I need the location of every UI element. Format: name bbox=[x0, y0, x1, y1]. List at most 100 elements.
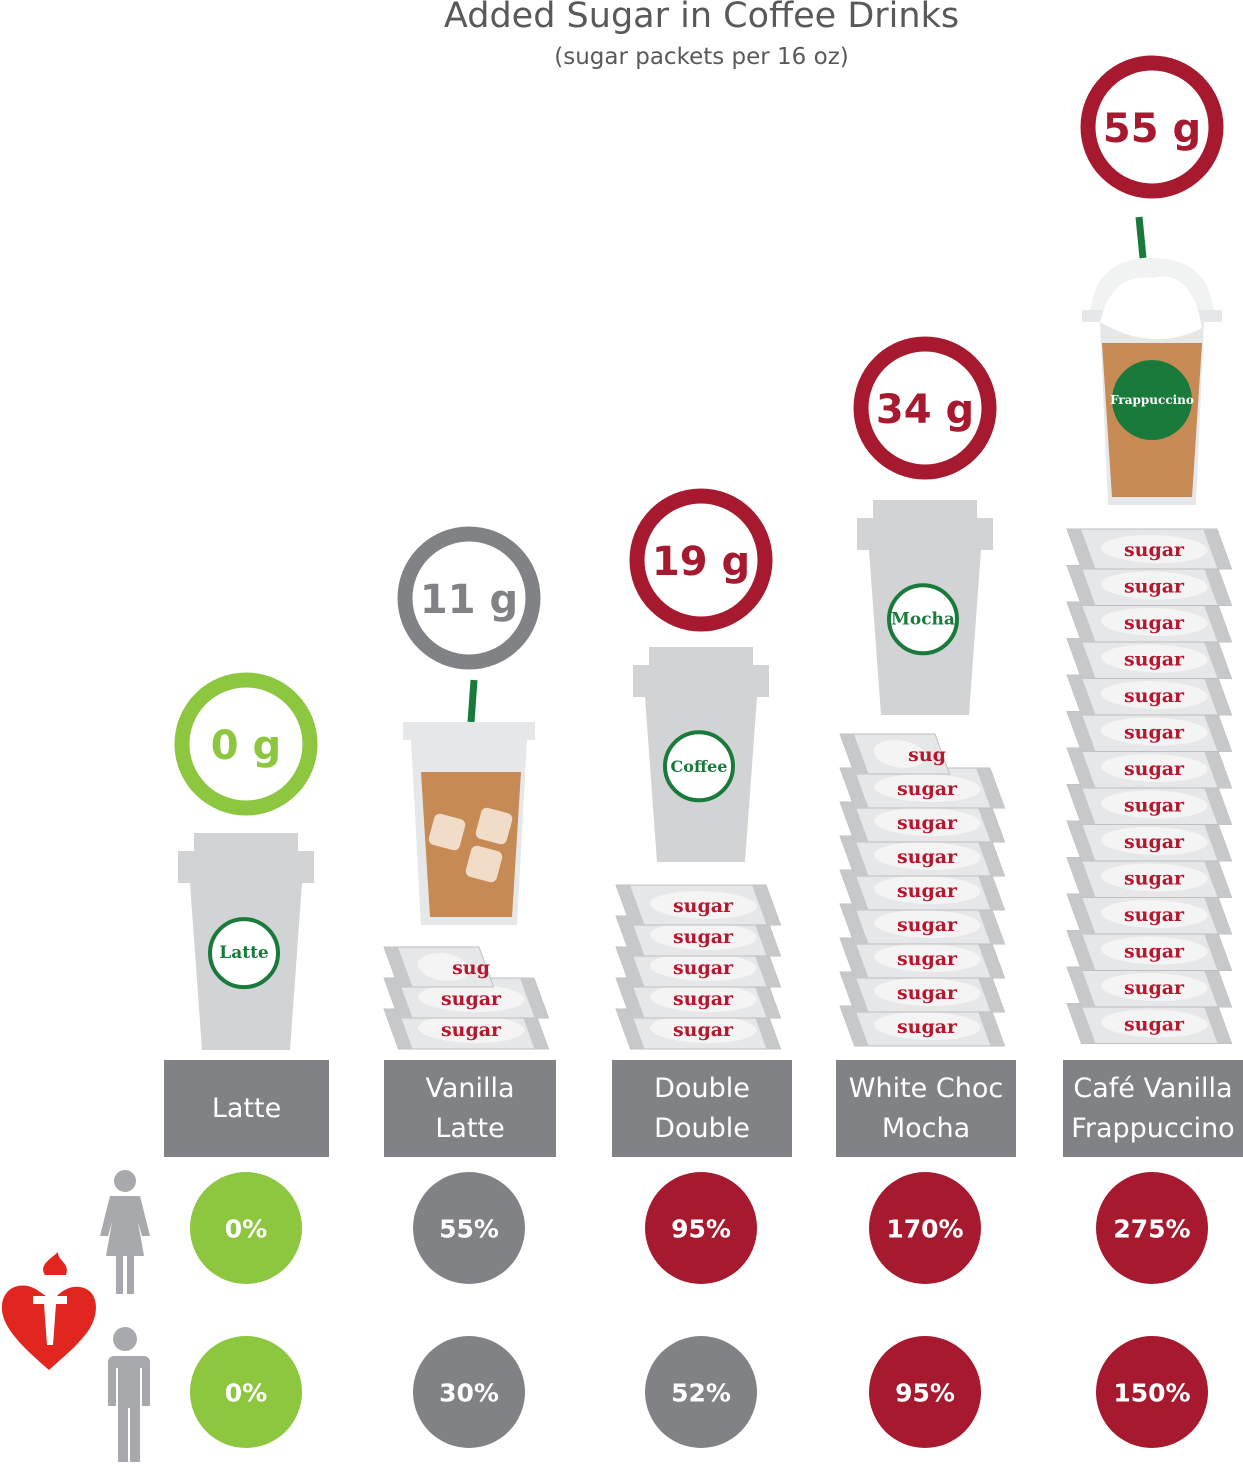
sugar-grams-label: 11 g bbox=[420, 577, 518, 623]
packet-crimp bbox=[1067, 930, 1096, 971]
straw bbox=[1135, 216, 1147, 259]
packet-text: sugar bbox=[1124, 795, 1185, 817]
sugar-grams-label: 19 g bbox=[652, 539, 750, 585]
percent-circle-women bbox=[190, 1172, 302, 1284]
packet-crimp bbox=[976, 1006, 1005, 1046]
packet-crimp bbox=[616, 916, 645, 956]
packet-text: sugar bbox=[897, 948, 958, 970]
drink-label-text: White Choc Mocha bbox=[848, 1072, 1004, 1144]
packet-crimp bbox=[752, 885, 781, 925]
packet-crimp bbox=[1067, 565, 1096, 606]
cup-lid-rim bbox=[633, 665, 769, 697]
packet-text: sugar bbox=[897, 778, 958, 800]
packet-crimp bbox=[616, 1009, 645, 1049]
cup-badge bbox=[1112, 360, 1192, 440]
packet-text: sugar bbox=[441, 1019, 502, 1041]
percent-circle-women bbox=[645, 1172, 757, 1284]
sugar-packet bbox=[1066, 528, 1233, 570]
packet-crimp bbox=[976, 802, 1005, 842]
percent-circle-men bbox=[190, 1336, 302, 1448]
packet-text: sugar bbox=[1124, 941, 1185, 963]
packet-text: sugar bbox=[1124, 831, 1185, 853]
packet-oval bbox=[650, 984, 757, 1012]
packet-crimp bbox=[1067, 784, 1096, 825]
packet-oval bbox=[1101, 754, 1208, 782]
packet-crimp bbox=[1203, 565, 1232, 606]
cup-lid bbox=[403, 722, 535, 740]
packet-crimp bbox=[1203, 821, 1232, 861]
cup-lid-top bbox=[873, 500, 977, 520]
packet-text: sugar bbox=[1124, 539, 1185, 561]
packet-crimp bbox=[616, 947, 645, 987]
packet-crimp bbox=[840, 870, 869, 910]
packet-crimp bbox=[976, 904, 1005, 944]
sugar-packet bbox=[839, 903, 1006, 945]
packet-crimp bbox=[1203, 638, 1232, 679]
packet-crimp bbox=[1203, 784, 1232, 825]
sugar-packet bbox=[839, 869, 1006, 911]
packet-oval bbox=[874, 944, 981, 972]
cup-badge bbox=[663, 730, 735, 803]
cup-lid-rim bbox=[857, 518, 993, 550]
sugar-packet bbox=[1066, 638, 1233, 679]
packet-oval bbox=[874, 774, 981, 802]
packet-crimp bbox=[1067, 967, 1096, 1007]
drink-column: sugar sugar sug 11 g 55% 30% bbox=[383, 526, 550, 1448]
percent-label-women: 0% bbox=[225, 1215, 267, 1244]
sugar-grams-label: 34 g bbox=[876, 387, 974, 433]
percent-label-men: 0% bbox=[225, 1379, 267, 1408]
packet-oval bbox=[874, 978, 981, 1006]
packet-text: sugar bbox=[897, 812, 958, 834]
percent-circle-men bbox=[413, 1336, 525, 1448]
packet-oval bbox=[1101, 1009, 1208, 1038]
packet-oval bbox=[1101, 863, 1208, 892]
packet-crimp bbox=[1067, 748, 1096, 788]
man-head bbox=[113, 1327, 137, 1351]
sugar-packet bbox=[383, 946, 495, 988]
cup-badge-label: Mocha bbox=[891, 609, 955, 629]
coffee-fill bbox=[421, 772, 521, 917]
percent-label-men: 52% bbox=[671, 1379, 731, 1408]
packet-oval bbox=[874, 910, 981, 938]
percent-circle-men bbox=[1096, 1336, 1208, 1448]
packet-crimp bbox=[1203, 894, 1232, 934]
packet-oval bbox=[1101, 681, 1208, 709]
packet-oval bbox=[650, 953, 757, 981]
packet-oval bbox=[1101, 571, 1208, 600]
packet-crimp bbox=[840, 904, 869, 944]
packet-crimp bbox=[520, 1009, 549, 1049]
packet-oval bbox=[874, 808, 981, 836]
sugar-packet bbox=[1066, 565, 1233, 606]
percent-circle-women bbox=[1096, 1172, 1208, 1284]
packet-text: sugar bbox=[897, 914, 958, 936]
packet-crimp bbox=[1203, 1003, 1232, 1044]
packet-oval bbox=[1101, 790, 1208, 819]
packet-oval bbox=[1101, 608, 1208, 636]
sugar-packet bbox=[1066, 674, 1233, 716]
sugar-packet bbox=[839, 937, 1006, 979]
sugar-packet bbox=[1066, 893, 1233, 935]
packet-oval bbox=[650, 891, 757, 919]
packet-text: sugar bbox=[1124, 576, 1185, 598]
sugar-packet bbox=[839, 733, 951, 775]
packet-crimp bbox=[1067, 602, 1096, 642]
packet-text: sugar bbox=[1124, 868, 1185, 890]
sugar-grams-ring bbox=[853, 336, 997, 480]
sugar-packet bbox=[839, 1005, 1006, 1047]
packet-crimp bbox=[1203, 930, 1232, 971]
packet-crimp bbox=[616, 978, 645, 1018]
cup-lid-top bbox=[649, 647, 753, 667]
packet-text: sugar bbox=[897, 982, 958, 1004]
percent-label-men: 95% bbox=[895, 1379, 955, 1408]
sugar-packet bbox=[615, 977, 782, 1019]
whipped-cream bbox=[1100, 276, 1202, 340]
sugar-grams-label: 0 g bbox=[211, 723, 281, 769]
chart-title: Added Sugar in Coffee Drinks bbox=[443, 0, 960, 36]
packet-crimp bbox=[1067, 711, 1096, 752]
packet-text: sugar bbox=[897, 880, 958, 902]
packet-text: sug bbox=[908, 744, 946, 766]
packet-text: sugar bbox=[673, 895, 734, 917]
sugar-packet bbox=[1066, 966, 1233, 1008]
packet-crimp bbox=[384, 947, 413, 987]
drink-label-text: Café Vanilla Frappuccino bbox=[1071, 1072, 1235, 1144]
